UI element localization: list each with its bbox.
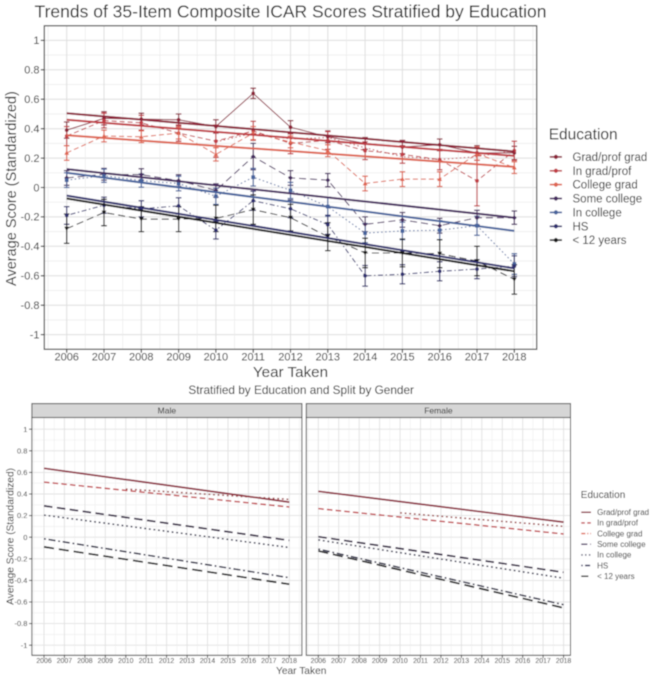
svg-text:2017: 2017 — [465, 352, 489, 364]
svg-text:0.4: 0.4 — [24, 124, 39, 136]
svg-text:2008: 2008 — [77, 658, 92, 665]
svg-text:2011: 2011 — [241, 352, 265, 364]
svg-text:2006: 2006 — [54, 352, 78, 364]
svg-text:Some college: Some college — [573, 194, 643, 206]
svg-text:2010: 2010 — [392, 658, 407, 665]
svg-text:2018: 2018 — [282, 658, 297, 665]
svg-text:2006: 2006 — [311, 658, 326, 665]
svg-text:0.2: 0.2 — [24, 153, 39, 165]
svg-text:HS: HS — [597, 561, 608, 570]
svg-text:-0.2: -0.2 — [21, 212, 40, 224]
svg-text:In grad/prof: In grad/prof — [573, 166, 633, 178]
svg-text:2007: 2007 — [57, 658, 72, 665]
svg-text:0.6: 0.6 — [17, 468, 27, 477]
svg-text:2012: 2012 — [433, 658, 448, 665]
svg-text:-0.4: -0.4 — [14, 576, 27, 585]
svg-text:2010: 2010 — [204, 352, 228, 364]
svg-text:2012: 2012 — [278, 352, 302, 364]
svg-text:-0.4: -0.4 — [21, 241, 40, 253]
svg-text:2015: 2015 — [220, 658, 235, 665]
svg-text:Some college: Some college — [597, 540, 646, 549]
svg-text:1: 1 — [23, 425, 27, 434]
svg-text:2013: 2013 — [454, 658, 469, 665]
svg-text:-0.8: -0.8 — [21, 300, 40, 312]
svg-text:2015: 2015 — [390, 352, 414, 364]
svg-text:2009: 2009 — [372, 658, 387, 665]
svg-text:2006: 2006 — [36, 658, 51, 665]
svg-text:2007: 2007 — [92, 352, 116, 364]
svg-text:-0.6: -0.6 — [14, 598, 27, 607]
svg-text:Average Score (Standardized): Average Score (Standardized) — [6, 468, 17, 605]
svg-text:2009: 2009 — [98, 658, 113, 665]
svg-text:2016: 2016 — [241, 658, 256, 665]
svg-text:2012: 2012 — [159, 658, 174, 665]
svg-text:0.4: 0.4 — [17, 490, 27, 499]
svg-text:0: 0 — [33, 182, 39, 194]
svg-text:Education: Education — [549, 127, 618, 144]
svg-text:0.2: 0.2 — [17, 511, 27, 520]
svg-text:2015: 2015 — [495, 658, 510, 665]
svg-text:-1: -1 — [30, 329, 40, 341]
svg-text:2014: 2014 — [474, 658, 489, 665]
svg-text:2017: 2017 — [261, 658, 276, 665]
svg-text:In grad/prof: In grad/prof — [597, 519, 639, 528]
svg-text:-0.6: -0.6 — [21, 271, 40, 283]
svg-text:2011: 2011 — [139, 658, 154, 665]
svg-text:Stratified by Education and Sp: Stratified by Education and Split by Gen… — [188, 383, 414, 397]
svg-text:-0.2: -0.2 — [14, 554, 27, 563]
svg-text:2016: 2016 — [515, 658, 530, 665]
svg-text:2014: 2014 — [200, 658, 215, 665]
svg-text:College grad: College grad — [597, 529, 642, 538]
svg-text:2009: 2009 — [166, 352, 190, 364]
svg-text:2007: 2007 — [331, 658, 346, 665]
svg-text:Year Taken: Year Taken — [253, 364, 328, 381]
svg-text:Average Score (Standardized): Average Score (Standardized) — [4, 91, 20, 286]
svg-text:-1: -1 — [21, 641, 28, 650]
svg-text:In college: In college — [597, 551, 632, 560]
svg-text:2011: 2011 — [413, 658, 428, 665]
svg-text:2018: 2018 — [556, 658, 571, 665]
svg-text:Grad/prof grad: Grad/prof grad — [573, 152, 648, 164]
svg-text:0.8: 0.8 — [24, 65, 39, 77]
svg-text:Education: Education — [581, 490, 625, 501]
svg-text:2013: 2013 — [179, 658, 194, 665]
svg-text:2016: 2016 — [427, 352, 451, 364]
svg-text:0: 0 — [23, 533, 27, 542]
svg-text:In college: In college — [573, 207, 622, 219]
svg-text:2017: 2017 — [535, 658, 550, 665]
svg-text:Female: Female — [424, 406, 453, 416]
svg-text:2010: 2010 — [118, 658, 133, 665]
svg-text:Trends of 35-Item Composite IC: Trends of 35-Item Composite ICAR Scores … — [35, 1, 547, 21]
svg-text:2008: 2008 — [129, 352, 153, 364]
svg-text:HS: HS — [573, 221, 589, 233]
svg-text:0.6: 0.6 — [24, 94, 39, 106]
svg-text:Grad/prof grad: Grad/prof grad — [597, 508, 649, 517]
svg-text:College grad: College grad — [573, 180, 638, 192]
svg-text:2018: 2018 — [502, 352, 526, 364]
svg-text:2014: 2014 — [353, 352, 377, 364]
svg-text:Year Taken: Year Taken — [276, 666, 326, 677]
svg-text:1: 1 — [33, 35, 39, 47]
svg-text:2008: 2008 — [352, 658, 367, 665]
svg-text:Male: Male — [158, 406, 177, 416]
svg-text:< 12 years: < 12 years — [597, 572, 635, 581]
svg-text:2013: 2013 — [316, 352, 340, 364]
svg-text:-0.8: -0.8 — [14, 619, 27, 628]
svg-text:0.8: 0.8 — [17, 446, 27, 455]
svg-text:< 12 years: < 12 years — [573, 235, 627, 247]
